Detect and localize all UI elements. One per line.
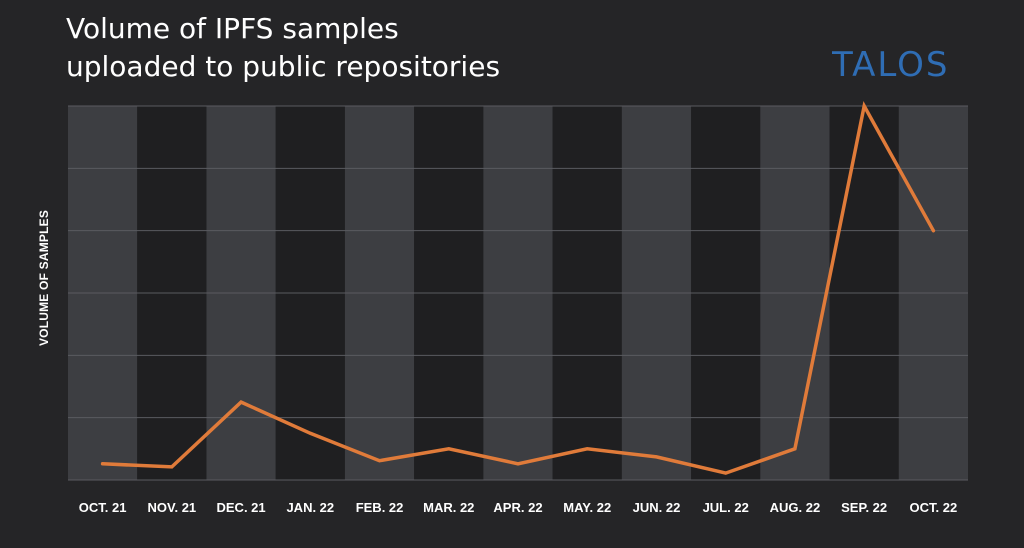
x-tick-label: FEB. 22 [356, 500, 404, 515]
data-point [308, 431, 312, 435]
talos-logo: TALOS [832, 45, 949, 84]
gridlines [68, 105, 968, 481]
series-line-group [100, 100, 936, 475]
data-point [793, 447, 797, 451]
data-point [516, 462, 520, 466]
x-tick-label: DEC. 21 [217, 500, 266, 515]
x-tick-label: MAY. 22 [563, 500, 611, 515]
x-tick-label: JUN. 22 [633, 500, 681, 515]
talos-logo-text: TALOS [832, 45, 949, 84]
x-tick-label: OCT. 22 [910, 500, 958, 515]
data-point [724, 471, 728, 475]
data-point [447, 447, 451, 451]
x-tick-label: JAN. 22 [286, 500, 334, 515]
x-tick-label: MAR. 22 [423, 500, 474, 515]
x-tick-labels: OCT. 21 NOV. 21 DEC. 21 JAN. 22 FEB. 22 MAR. … [79, 500, 957, 515]
data-point [931, 229, 935, 233]
data-point [101, 462, 105, 466]
chart-title: Volume of IPFS samples uploaded to publi… [66, 10, 500, 86]
x-tick-label: AUG. 22 [770, 500, 821, 515]
data-point [585, 447, 589, 451]
x-tick-label: OCT. 21 [79, 500, 127, 515]
data-point [378, 459, 382, 463]
chart-title-line-2: uploaded to public repositories [66, 50, 501, 83]
data-point [654, 455, 658, 459]
x-tick-label: APR. 22 [493, 500, 542, 515]
x-tick-label: JUL. 22 [703, 500, 749, 515]
x-tick-label: NOV. 21 [148, 500, 197, 515]
data-point [862, 104, 866, 108]
x-tick-label: SEP. 22 [841, 500, 887, 515]
chart-title-line-1: Volume of IPFS samples [66, 12, 399, 45]
data-point [239, 400, 243, 404]
data-point [170, 465, 174, 469]
